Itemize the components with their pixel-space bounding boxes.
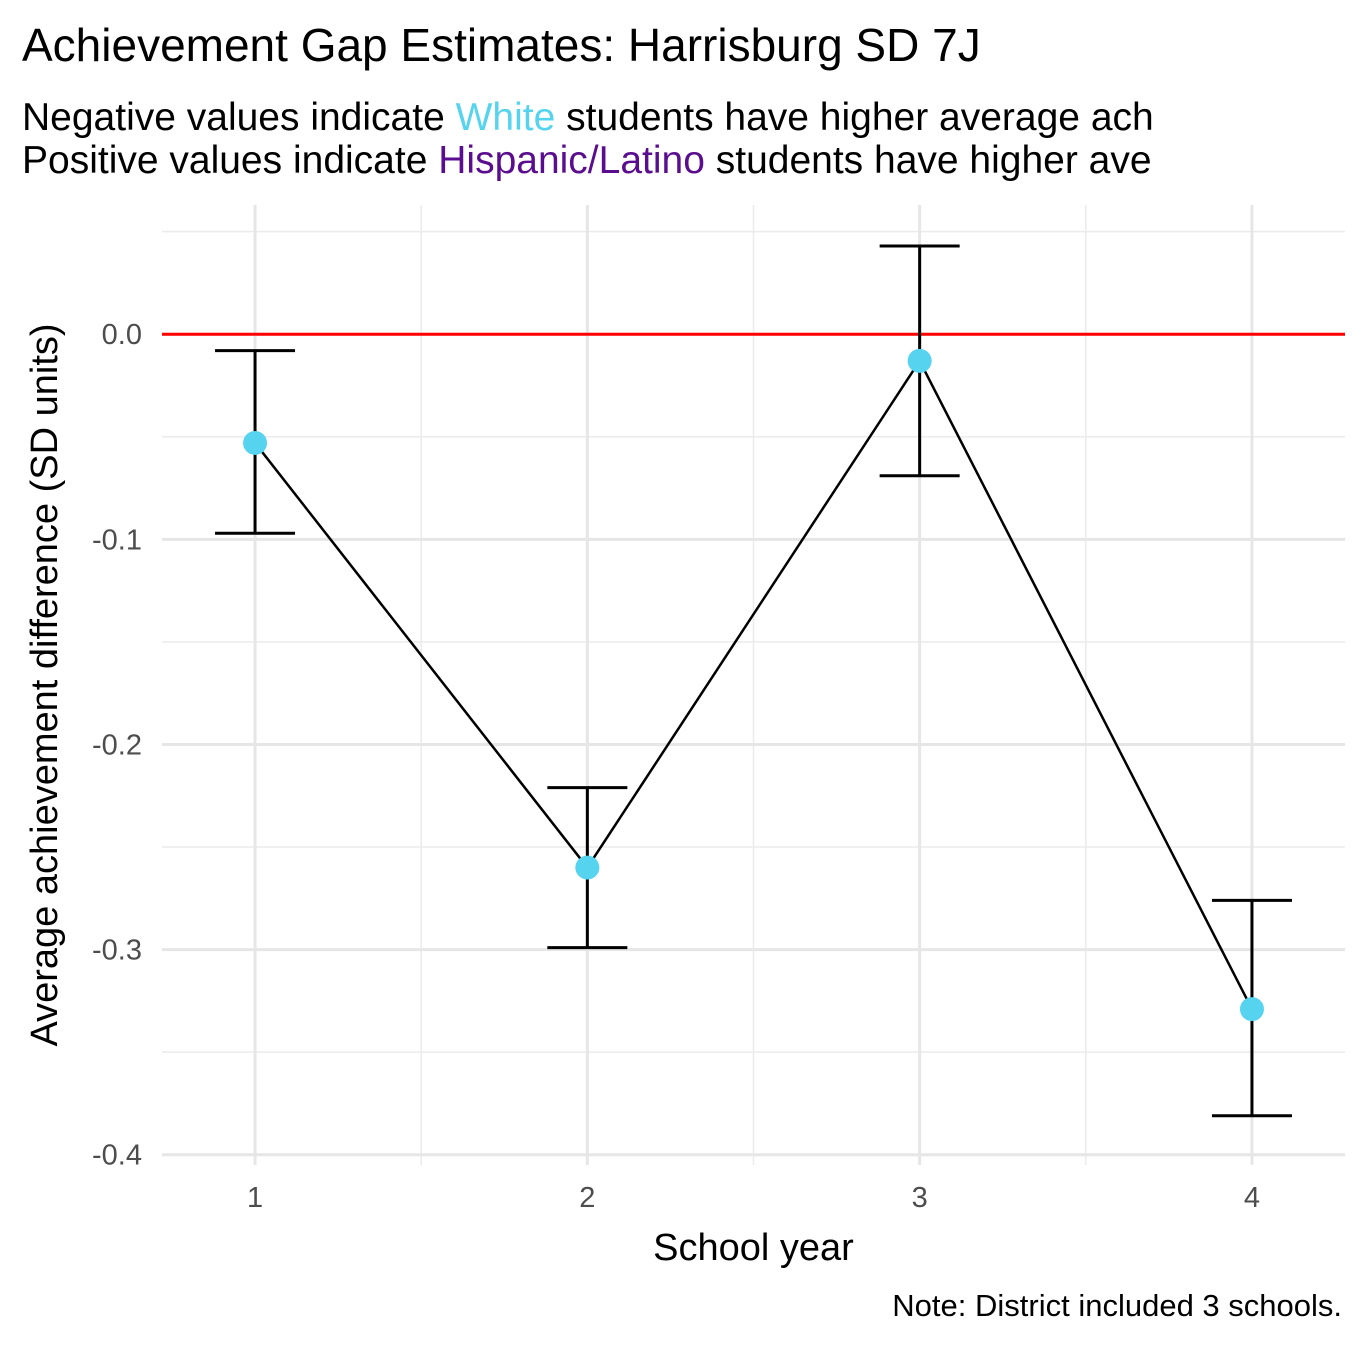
y-tick-label: -0.1 [92, 524, 142, 556]
y-tick-label: -0.2 [92, 729, 142, 761]
subtitle-line-positive: Positive values indicate Hispanic/Latino… [22, 139, 1152, 183]
caption-note: Note: District included 3 schools. [892, 1288, 1342, 1323]
x-tick-label: 3 [912, 1182, 928, 1214]
trend-line [254, 358, 1254, 1010]
subtitle-line-negative: Negative values indicate White students … [22, 96, 1154, 140]
x-axis-title: School year [653, 1227, 854, 1269]
y-tick-label: 0.0 [102, 319, 142, 351]
data-marks [215, 244, 1292, 1118]
x-axis-ticks: 1 2 3 4 [247, 1182, 1260, 1214]
x-tick-label: 2 [579, 1182, 595, 1214]
grid [162, 205, 1345, 1165]
chart-title: Achievement Gap Estimates: Harrisburg SD… [22, 19, 981, 71]
subtitle-highlight-hispanic: Hispanic/Latino [438, 139, 705, 182]
subtitle-highlight-white: White [455, 96, 556, 139]
subtitle-text: Positive values indicate [22, 139, 439, 182]
subtitle-text: students have higher ave [704, 139, 1152, 182]
data-point [907, 348, 932, 373]
subtitle-text: students have higher average ach [555, 96, 1154, 139]
x-tick-label: 1 [247, 1182, 263, 1214]
data-point [575, 855, 600, 880]
y-axis-title: Average achievement difference (SD units… [24, 323, 66, 1046]
y-tick-label: -0.4 [92, 1140, 142, 1172]
data-point [243, 430, 268, 455]
subtitle-text: Negative values indicate [22, 96, 456, 139]
x-tick-label: 4 [1244, 1182, 1260, 1214]
y-axis-ticks: 0.0 -0.1 -0.2 -0.3 -0.4 [92, 319, 142, 1172]
data-point [1239, 997, 1264, 1022]
y-tick-label: -0.3 [92, 935, 142, 967]
